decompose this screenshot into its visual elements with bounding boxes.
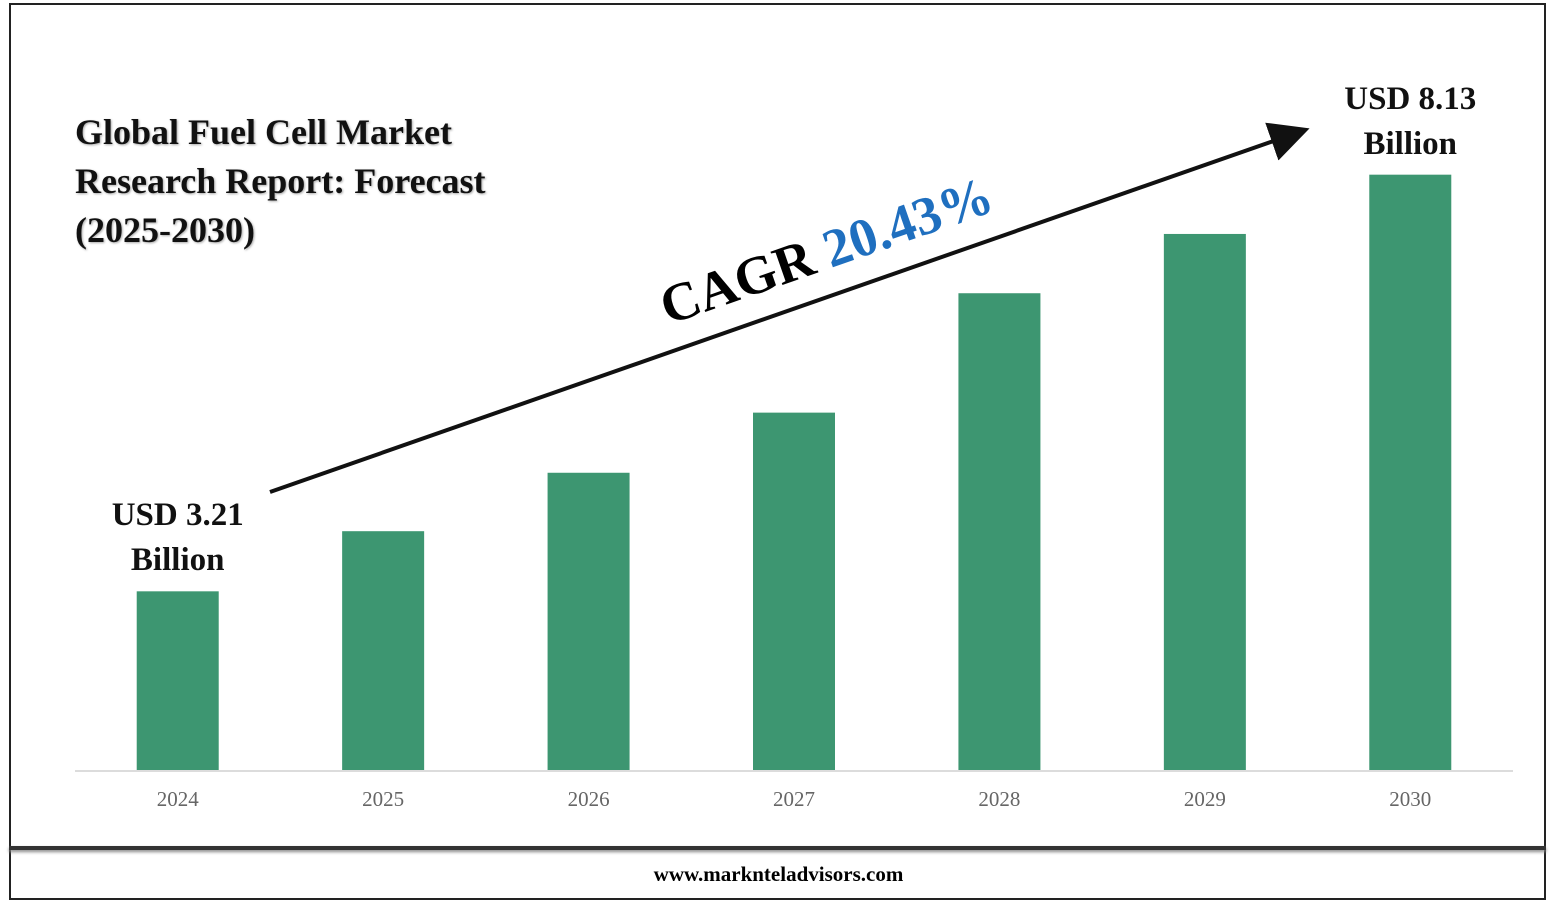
cagr-text: CAGR [652, 227, 823, 337]
bar [958, 293, 1041, 770]
value-label: USD 8.13 Billion [1344, 80, 1477, 162]
cagr-value: 20.43% [815, 165, 1000, 280]
bar [547, 472, 630, 770]
bar [136, 591, 219, 770]
bar [1369, 174, 1452, 770]
footer-rule [9, 846, 1546, 850]
cagr-annotation: CAGR 20.43% [652, 165, 1000, 337]
bar [753, 412, 835, 770]
bar [342, 531, 425, 770]
x-tick-label: 2025 [362, 787, 404, 811]
x-tick-label: 2026 [568, 787, 610, 811]
x-tick-label: 2030 [1389, 787, 1431, 811]
x-tick-label: 2024 [157, 787, 200, 811]
footer: www.marknteladvisors.com [653, 862, 904, 886]
value-label: USD 3.21 Billion [111, 497, 244, 579]
x-tick-label: 2029 [1184, 787, 1226, 811]
x-tick-label: 2027 [773, 787, 815, 811]
x-tick-label: 2028 [978, 787, 1020, 811]
bar [1163, 233, 1246, 770]
chart-title: Global Fuel Cell Market Research Report:… [75, 112, 486, 250]
frame [9, 3, 1546, 900]
trend-arrow [269, 122, 1310, 494]
